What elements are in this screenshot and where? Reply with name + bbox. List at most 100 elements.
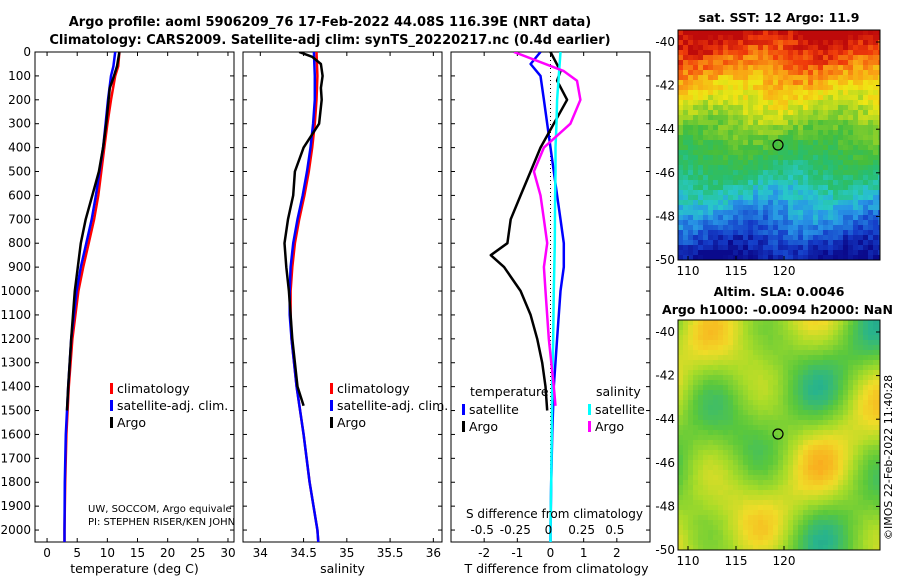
map-cell: [768, 250, 774, 256]
map-cell: [873, 195, 879, 201]
map-cell: [818, 130, 824, 136]
map-cell: [758, 190, 764, 196]
map-cell: [793, 55, 799, 61]
map-cell: [828, 65, 834, 71]
map-cell: [788, 245, 794, 251]
map-cell: [693, 380, 699, 386]
map-cell: [743, 245, 749, 251]
map-cell: [783, 350, 789, 356]
map-cell: [793, 330, 799, 336]
map-cell: [793, 30, 799, 36]
map-cell: [838, 510, 844, 516]
map-cell: [838, 115, 844, 121]
map-cell: [853, 530, 859, 536]
map-cell: [813, 165, 819, 171]
map-cell: [688, 220, 694, 226]
map-cell: [758, 465, 764, 471]
map-cell: [828, 100, 834, 106]
map-cell: [693, 340, 699, 346]
map-cell: [693, 135, 699, 141]
map-cell: [768, 160, 774, 166]
map-cell: [843, 425, 849, 431]
map-cell: [733, 540, 739, 546]
map-cell: [853, 140, 859, 146]
map-cell: [793, 70, 799, 76]
map-cell: [843, 50, 849, 56]
map-cell: [763, 220, 769, 226]
map-cell: [798, 240, 804, 246]
map-cell: [678, 160, 684, 166]
map-cell: [718, 210, 724, 216]
map-cell: [798, 330, 804, 336]
map-cell: [708, 175, 714, 181]
map-cell: [788, 335, 794, 341]
map-cell: [698, 435, 704, 441]
map-cell: [723, 110, 729, 116]
map-cell: [703, 250, 709, 256]
map-cell: [863, 525, 869, 531]
map-cell: [783, 375, 789, 381]
map-cell: [793, 45, 799, 51]
map-cell: [843, 215, 849, 221]
map-cell: [748, 210, 754, 216]
map-cell: [858, 525, 864, 531]
map-cell: [698, 370, 704, 376]
map-cell: [748, 90, 754, 96]
top-x-tick-label: -0.5: [470, 523, 493, 537]
map-cell: [808, 340, 814, 346]
map-cell: [718, 110, 724, 116]
map-cell: [718, 200, 724, 206]
map-cell: [763, 410, 769, 416]
map-cell: [683, 325, 689, 331]
map-cell: [698, 175, 704, 181]
map-cell: [738, 370, 744, 376]
map-cell: [723, 475, 729, 481]
map-cell: [753, 525, 759, 531]
map-cell: [703, 530, 709, 536]
map-cell: [763, 140, 769, 146]
map-cell: [763, 425, 769, 431]
map-cell: [728, 525, 734, 531]
map-cell: [758, 515, 764, 521]
map-cell: [823, 205, 829, 211]
y-tick-label: 1900: [0, 499, 31, 513]
map-cell: [798, 45, 804, 51]
map-cell: [708, 165, 714, 171]
map-cell: [798, 50, 804, 56]
map-cell: [843, 370, 849, 376]
map-cell: [753, 145, 759, 151]
map-cell: [818, 75, 824, 81]
map-cell: [798, 500, 804, 506]
map-cell: [748, 470, 754, 476]
map-cell: [768, 525, 774, 531]
map-cell: [848, 215, 854, 221]
map-cell: [718, 525, 724, 531]
map-cell: [848, 60, 854, 66]
map-cell: [863, 45, 869, 51]
map-cell: [763, 100, 769, 106]
map-cell: [848, 445, 854, 451]
map-cell: [683, 240, 689, 246]
x-tick-label: 35: [339, 546, 354, 560]
map-cell: [783, 415, 789, 421]
map-cell: [793, 75, 799, 81]
map-cell: [718, 230, 724, 236]
map-cell: [723, 325, 729, 331]
map-cell: [723, 55, 729, 61]
map-cell: [703, 525, 709, 531]
sla-map-frame: [677, 319, 881, 551]
map-cell: [783, 545, 789, 551]
map-cell: [783, 150, 789, 156]
map-cell: [873, 50, 879, 56]
map-cell: [713, 125, 719, 131]
map-cell: [693, 55, 699, 61]
map-cell: [853, 80, 859, 86]
map-cell: [783, 460, 789, 466]
map-cell: [773, 545, 779, 551]
map-cell: [878, 490, 881, 496]
map-cell: [783, 335, 789, 341]
map-cell: [683, 95, 689, 101]
map-cell: [723, 495, 729, 501]
map-cell: [878, 180, 881, 186]
map-cell: [863, 475, 869, 481]
